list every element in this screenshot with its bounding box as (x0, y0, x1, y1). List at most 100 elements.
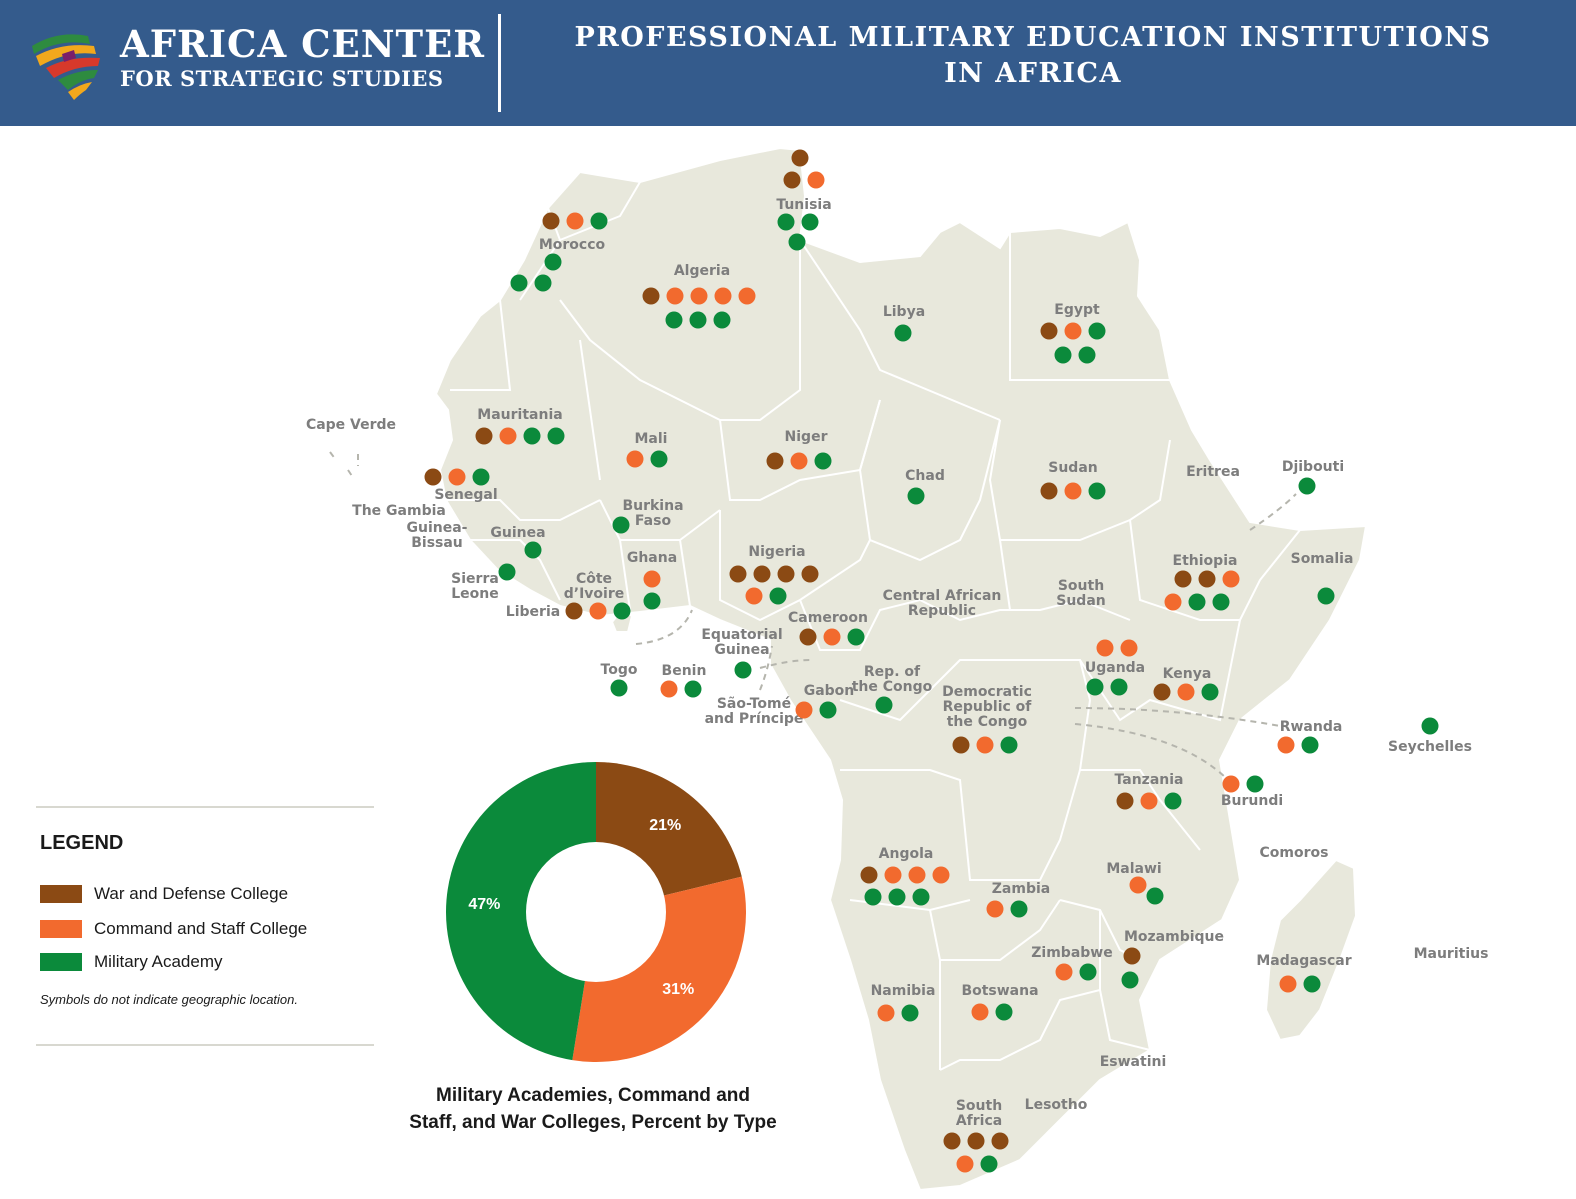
symbol-staff-college-madagascar (1279, 975, 1297, 993)
symbol-academy-cameroon (847, 628, 865, 646)
donut-slice-military-academy (445, 762, 596, 1061)
symbol-academy-tunisia (777, 213, 795, 231)
symbol-academy-burkina-faso (612, 516, 630, 534)
symbol-academy-angola (864, 888, 882, 906)
symbol-academy-somalia (1317, 587, 1335, 605)
country-label-south-africa: South Africa (956, 1098, 1002, 1129)
symbol-staff-college-ethiopia (1164, 593, 1182, 611)
symbol-academy-libya (894, 324, 912, 342)
legend-divider-top (36, 806, 374, 808)
symbol-staff-college-rwanda (1277, 736, 1295, 754)
country-label-equatorial-guinea: Equatorial Guinea (701, 627, 782, 658)
symbol-war-college-cote-d-ivoire (565, 602, 583, 620)
country-label-morocco: Morocco (539, 237, 606, 253)
legend-swatch-staff (40, 920, 82, 938)
symbol-staff-college-algeria (738, 287, 756, 305)
donut-label-command-and-staff-college: 31% (662, 981, 694, 998)
country-label-south-sudan: South Sudan (1056, 578, 1106, 609)
symbol-academy-ghana (643, 592, 661, 610)
country-label-senegal: Senegal (434, 487, 497, 503)
symbol-academy-nigeria (769, 587, 787, 605)
legend-item-war: War and Defense College (40, 884, 288, 904)
madagascar-shape (1264, 858, 1358, 1042)
country-label-angola: Angola (879, 846, 934, 862)
symbol-war-college-tanzania (1116, 792, 1134, 810)
symbol-academy-benin (684, 680, 702, 698)
header-banner: AFRICA CENTER FOR STRATEGIC STUDIES PROF… (0, 0, 1576, 126)
map-landmass (434, 146, 1368, 1192)
leader-lines (329, 451, 1297, 779)
symbol-academy-mauritania (523, 427, 541, 445)
chart-caption-line1: Military Academies, Command and (436, 1085, 750, 1106)
country-label-tanzania: Tanzania (1115, 772, 1184, 788)
symbol-staff-college-angola (932, 866, 950, 884)
donut-chart: 21% 31% 47% (445, 762, 746, 1062)
symbol-war-college-south-africa (943, 1132, 961, 1150)
symbol-staff-college-namibia (877, 1004, 895, 1022)
symbol-war-college-morocco (542, 212, 560, 230)
country-label-democratic-republic-of-the-congo: Democratic Republic of the Congo (942, 684, 1032, 730)
donut-label-war-and-defense-college: 21% (649, 817, 681, 834)
symbol-staff-college-kenya (1177, 683, 1195, 701)
symbol-academy-burundi (1246, 775, 1264, 793)
country-label-ghana: Ghana (627, 550, 677, 566)
symbol-academy-morocco (534, 274, 552, 292)
symbol-war-college-nigeria (777, 565, 795, 583)
symbol-academy-rwanda (1301, 736, 1319, 754)
country-label-mauritania: Mauritania (477, 407, 562, 423)
country-label-ethiopia: Ethiopia (1173, 553, 1238, 569)
symbol-academy-morocco (590, 212, 608, 230)
legend-divider-bottom (36, 1044, 374, 1046)
symbol-academy-kenya (1201, 683, 1219, 701)
symbol-staff-college-uganda (1120, 639, 1138, 657)
donut-hole (526, 842, 666, 982)
country-label-cameroon: Cameroon (788, 610, 868, 626)
country-label-chad: Chad (905, 468, 945, 484)
country-label-nigeria: Nigeria (748, 544, 805, 560)
legend-swatch-academy (40, 953, 82, 971)
symbol-academy-egypt (1088, 322, 1106, 340)
symbol-war-college-angola (860, 866, 878, 884)
symbol-academy-uganda (1086, 678, 1104, 696)
country-label-central-african-republic: Central African Republic (883, 588, 1002, 619)
symbol-academy-egypt (1078, 346, 1096, 364)
symbol-staff-college-cote-d-ivoire (589, 602, 607, 620)
country-label-togo: Togo (601, 662, 638, 678)
symbol-academy-cote-d-ivoire (613, 602, 631, 620)
symbol-staff-college-tanzania (1140, 792, 1158, 810)
symbol-war-college-egypt (1040, 322, 1058, 340)
org-name-primary: AFRICA CENTER (120, 22, 486, 66)
country-label-algeria: Algeria (674, 263, 730, 279)
country-label-guinea: Guinea (490, 525, 545, 541)
country-borders (446, 181, 1301, 1071)
symbol-academy-malawi (1146, 887, 1164, 905)
legend-item-staff: Command and Staff College (40, 919, 307, 939)
symbol-academy-zambia (1010, 900, 1028, 918)
symbol-staff-college-democratic-republic-of-the-congo (976, 736, 994, 754)
symbol-staff-college-botswana (971, 1003, 989, 1021)
symbol-academy-morocco (544, 253, 562, 271)
country-label-zimbabwe: Zimbabwe (1031, 945, 1112, 961)
symbol-staff-college-zimbabwe (1055, 963, 1073, 981)
symbol-academy-algeria (689, 311, 707, 329)
page-title-line1: PROFESSIONAL MILITARY EDUCATION INSTITUT… (574, 22, 1492, 53)
legend-label-war: War and Defense College (94, 884, 289, 903)
symbol-academy-ethiopia (1212, 593, 1230, 611)
symbol-war-college-kenya (1153, 683, 1171, 701)
country-label-gabon: Gabon (804, 683, 855, 699)
country-label-malawi: Malawi (1106, 861, 1161, 877)
country-label-djibouti: Djibouti (1282, 459, 1344, 475)
symbol-war-college-mauritania (475, 427, 493, 445)
africa-map: Tunisia Morocco Algeria Libya Egypt Mauritani… (306, 146, 1488, 1192)
country-label-sao-tome-and-principe: São-Tomé and Príncipe (705, 696, 804, 727)
symbol-academy-sierra-leone (498, 563, 516, 581)
country-label-libya: Libya (883, 304, 925, 320)
symbol-academy-niger (814, 452, 832, 470)
symbol-academy-tunisia (788, 233, 806, 251)
symbol-academy-senegal (472, 468, 490, 486)
donut-labels: 21% 31% 47% (468, 817, 694, 998)
country-label-mozambique: Mozambique (1124, 929, 1224, 945)
country-label-burkina-faso: Burkina Faso (622, 498, 683, 529)
country-label-eswatini: Eswatini (1100, 1054, 1167, 1070)
symbol-academy-chad (907, 487, 925, 505)
